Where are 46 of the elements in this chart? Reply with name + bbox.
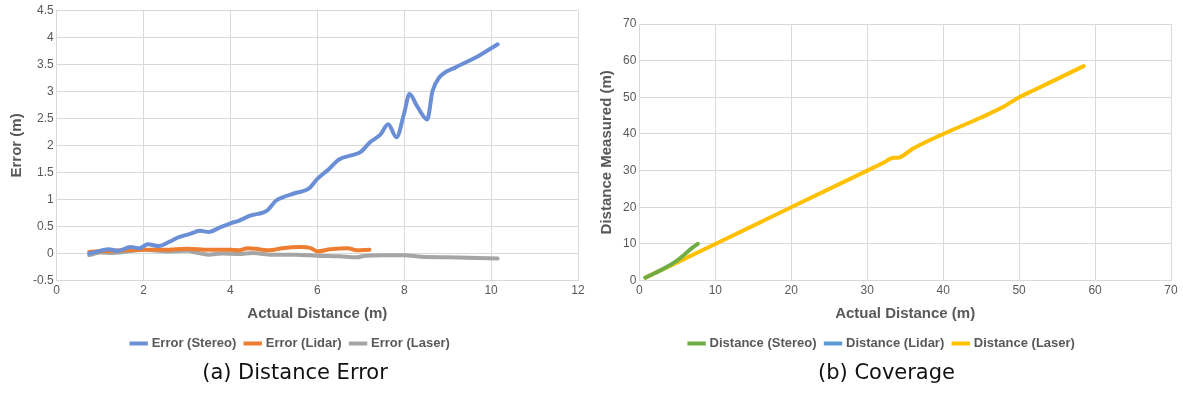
y-tick-label: 3.5 — [36, 56, 54, 71]
x-axis-title: Actual Distance (m) — [835, 304, 976, 322]
line-series — [643, 241, 700, 280]
y-tick-label: 50 — [622, 89, 637, 104]
x-tick-label: 20 — [784, 283, 799, 298]
legend-label: Error (Stereo) — [151, 335, 237, 351]
x-tick-label: 70 — [1164, 283, 1178, 298]
legend-label: Error (Lidar) — [265, 335, 342, 351]
y-tick-label: 1.5 — [36, 164, 54, 179]
y-tick-label: 0.5 — [36, 218, 54, 233]
legend-label: Distance (Lidar) — [846, 335, 945, 351]
x-tick-label: 10 — [484, 283, 499, 298]
y-tick-label: 3 — [46, 83, 54, 98]
line-series — [87, 42, 500, 256]
x-tick-label: 4 — [227, 283, 235, 298]
y-tick-label: 10 — [622, 236, 637, 251]
x-tick-label: 60 — [1088, 283, 1103, 298]
x-tick-label: 50 — [1012, 283, 1027, 298]
x-tick-label: 40 — [936, 283, 951, 298]
legend-label: Distance (Laser) — [973, 335, 1075, 351]
x-tick-label: 30 — [860, 283, 875, 298]
y-tick-label: 20 — [622, 199, 637, 214]
y-tick-label: 2.5 — [36, 110, 54, 125]
y-tick-label: 60 — [622, 52, 637, 67]
y-tick-label: 70 — [622, 16, 637, 31]
x-tick-label: 2 — [140, 283, 148, 298]
y-tick-label: -0.5 — [32, 272, 54, 287]
x-tick-label: 12 — [571, 283, 585, 298]
text: (b) Coverage — [817, 360, 956, 384]
y-tick-label: 4 — [46, 29, 54, 44]
y-axis-title: Error (m) — [7, 113, 25, 178]
text: (a) Distance Error — [201, 360, 389, 384]
x-axis-title: Actual Distance (m) — [247, 304, 388, 322]
y-tick-label: 0 — [46, 245, 54, 260]
y-tick-label: 30 — [622, 162, 637, 177]
y-tick-label: 4.5 — [36, 2, 54, 17]
y-tick-label: 1 — [46, 191, 54, 206]
y-tick-label: 0 — [629, 272, 637, 287]
x-tick-label: 6 — [314, 283, 321, 298]
y-axis-title: Distance Measured (m) — [597, 70, 615, 235]
y-tick-label: 2 — [46, 137, 54, 152]
x-tick-label: 8 — [400, 283, 408, 298]
legend-label: Error (Laser) — [371, 335, 450, 351]
x-tick-label: 10 — [708, 283, 723, 298]
legend-label: Distance (Stereo) — [709, 335, 817, 351]
y-tick-label: 40 — [622, 126, 637, 141]
